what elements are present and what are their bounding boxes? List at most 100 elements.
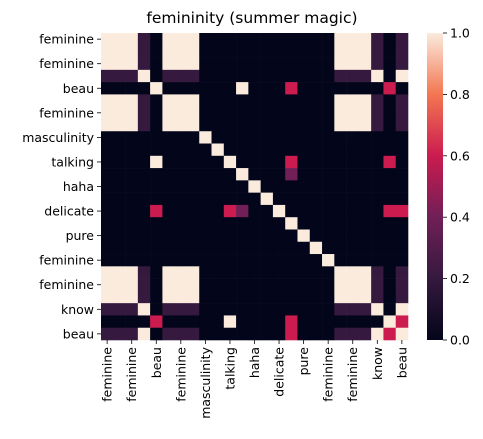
heatmap-cell [346, 155, 360, 169]
heatmap-cell [125, 33, 139, 46]
heatmap-cell [162, 45, 175, 58]
heatmap-cell [125, 254, 139, 267]
heatmap-cell [150, 241, 163, 255]
heatmap-cell [186, 69, 200, 83]
heatmap-cell [383, 33, 397, 46]
heatmap-cell [174, 278, 188, 292]
heatmap-cell [113, 327, 126, 341]
heatmap-cell [358, 57, 372, 71]
heatmap-cell [236, 106, 249, 120]
heatmap-cell [236, 254, 249, 267]
colorbar-tick-label: 1.0 [450, 26, 470, 41]
heatmap-cell [137, 278, 151, 292]
heatmap-cell [223, 204, 237, 218]
heatmap-cell [395, 241, 409, 255]
heatmap-cell [297, 217, 311, 230]
heatmap-cell [285, 254, 298, 267]
heatmap-cell [285, 33, 298, 46]
heatmap-cell [383, 204, 397, 218]
heatmap-cell [371, 303, 384, 316]
heatmap-cell [371, 57, 384, 71]
heatmap-cell [260, 315, 274, 329]
heatmap-cell [346, 57, 360, 71]
heatmap-cell [383, 315, 397, 329]
heatmap-cell [101, 217, 114, 230]
heatmap-cell [211, 290, 225, 304]
heatmap-cell [322, 303, 335, 316]
heatmap-cell [371, 69, 384, 83]
heatmap-cell [346, 82, 360, 95]
heatmap-cell [248, 327, 261, 341]
heatmap-cell [199, 69, 212, 83]
heatmap-cell [346, 315, 360, 329]
heatmap-cell [113, 254, 126, 267]
heatmap-cell [383, 254, 397, 267]
heatmap-cell [383, 327, 397, 341]
heatmap-cell [285, 82, 298, 95]
heatmap-cell [248, 69, 261, 83]
heatmap-cell [309, 45, 323, 58]
heatmap-cell [223, 94, 237, 107]
heatmap-cell [260, 290, 274, 304]
heatmap-cell [346, 192, 360, 206]
heatmap-cell [346, 33, 360, 46]
heatmap-cell [297, 229, 311, 243]
heatmap-cell [322, 327, 335, 341]
heatmap-cell [248, 217, 261, 230]
heatmap-cell [137, 303, 151, 316]
heatmap-cell [223, 315, 237, 329]
heatmap-cell [346, 278, 360, 292]
heatmap-cell [125, 204, 139, 218]
heatmap-cell [358, 106, 372, 120]
heatmap-cells [101, 33, 409, 341]
x-tick-label: feminine [100, 347, 115, 402]
heatmap-cell [322, 290, 335, 304]
heatmap-cell [223, 327, 237, 341]
y-tick-label: pure [66, 228, 95, 243]
heatmap-cell [371, 278, 384, 292]
heatmap-cell [371, 180, 384, 193]
heatmap-cell [125, 82, 139, 95]
heatmap-cell [383, 131, 397, 144]
heatmap-cell [260, 45, 274, 58]
heatmap-cell [162, 204, 175, 218]
heatmap-cell [260, 266, 274, 279]
heatmap-cell [248, 290, 261, 304]
heatmap-cell [174, 168, 188, 181]
heatmap-cell [285, 204, 298, 218]
heatmap-cell [358, 315, 372, 329]
heatmap-cell [211, 266, 225, 279]
heatmap-cell [223, 266, 237, 279]
heatmap-cell [371, 131, 384, 144]
heatmap-cell [199, 94, 212, 107]
heatmap-cell [125, 155, 139, 169]
heatmap-cell [334, 266, 347, 279]
heatmap-cell [211, 217, 225, 230]
heatmap-cell [260, 327, 274, 341]
heatmap-cell [199, 33, 212, 46]
heatmap-cell [346, 303, 360, 316]
heatmap-cell [322, 168, 335, 181]
heatmap-cell [395, 45, 409, 58]
heatmap-cell [285, 180, 298, 193]
x-axis-ticks: feminine feminine beau feminine masculinity t… [100, 340, 409, 419]
heatmap-cell [113, 204, 126, 218]
heatmap-cell [199, 118, 212, 132]
heatmap-cell [395, 266, 409, 279]
heatmap-cell [272, 180, 286, 193]
heatmap-cell [346, 45, 360, 58]
heatmap-cell [113, 45, 126, 58]
heatmap-cell [248, 45, 261, 58]
heatmap-cell [285, 131, 298, 144]
heatmap-cell [236, 168, 249, 181]
heatmap-cell [174, 290, 188, 304]
heatmap-cell [101, 82, 114, 95]
heatmap-cell [395, 94, 409, 107]
heatmap-cell [248, 204, 261, 218]
heatmap-cell [199, 266, 212, 279]
heatmap-cell [236, 315, 249, 329]
heatmap-cell [199, 82, 212, 95]
heatmap-cell [285, 106, 298, 120]
heatmap-cell [395, 118, 409, 132]
heatmap-cell [346, 69, 360, 83]
